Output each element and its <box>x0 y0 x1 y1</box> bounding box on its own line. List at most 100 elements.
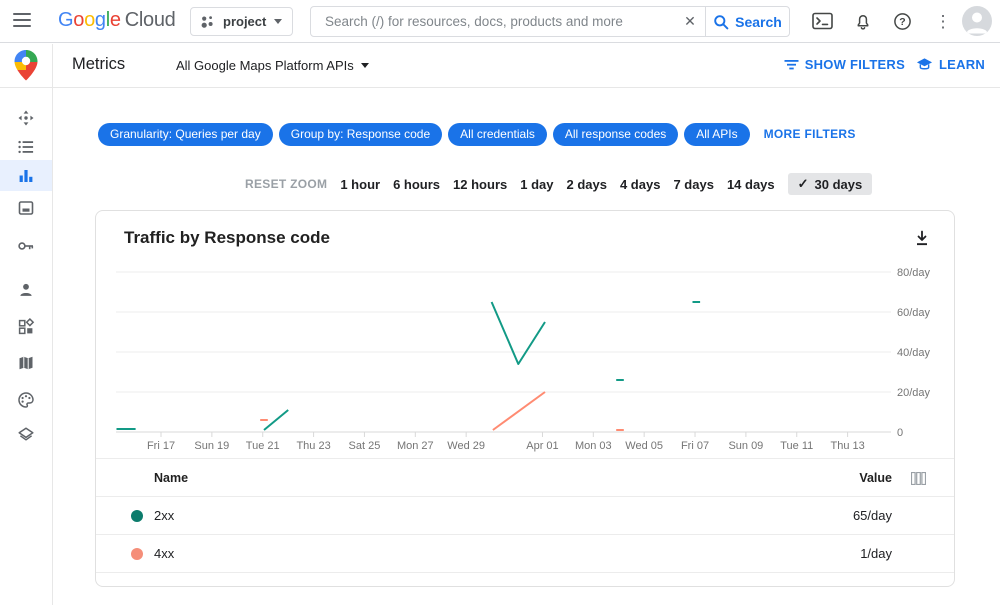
show-filters-label: SHOW FILTERS <box>804 57 905 72</box>
sidebar-item-metrics[interactable] <box>14 164 38 188</box>
sidebar-item-widgets[interactable] <box>14 315 38 339</box>
filter-chip[interactable]: Granularity: Queries per day <box>98 122 273 146</box>
series-value: 1/day <box>860 546 892 561</box>
time-range-option[interactable]: 1 hour <box>340 176 381 192</box>
page-header: Metrics All Google Maps Platform APIs SH… <box>0 43 1000 87</box>
x-axis-label: Wed 29 <box>447 440 485 452</box>
filter-chip[interactable]: All credentials <box>448 122 547 146</box>
download-chart-icon[interactable] <box>914 230 932 248</box>
time-range-option[interactable]: 14 days <box>726 176 775 192</box>
table-row[interactable]: 2xx 65/day <box>96 497 954 535</box>
search-icon <box>714 14 729 29</box>
person-icon <box>20 283 32 296</box>
api-scope-label: All Google Maps Platform APIs <box>176 58 354 73</box>
learn-label: LEARN <box>938 57 985 72</box>
x-axis-label: Tue 11 <box>780 440 813 452</box>
chart-title: Traffic by Response code <box>124 228 330 247</box>
clear-search-icon[interactable]: ✕ <box>684 13 696 29</box>
google-logo-brand: Google <box>58 9 121 31</box>
filter-chip[interactable]: Group by: Response code <box>278 122 443 146</box>
x-axis-label: Wed 05 <box>625 440 663 452</box>
y-axis-label: 20/day <box>897 387 931 399</box>
chevron-down-icon <box>360 63 369 68</box>
more-filters-button[interactable]: MORE FILTERS <box>763 127 856 141</box>
time-range-option[interactable]: 4 days <box>619 176 661 192</box>
series-line-4xx <box>492 391 546 431</box>
reset-zoom-button[interactable]: RESET ZOOM <box>245 177 328 191</box>
time-range-option[interactable]: 1 day <box>520 176 554 192</box>
chevron-down-icon <box>274 19 283 24</box>
logo-cloud-text: Cloud <box>124 9 176 31</box>
series-color-dot <box>131 510 143 522</box>
y-axis-label: 80/day <box>897 267 931 279</box>
time-range-option[interactable]: 7 days <box>673 176 714 192</box>
series-line-2xx <box>490 301 546 365</box>
layers-icon <box>18 427 34 441</box>
learn-button[interactable]: LEARN <box>916 57 985 72</box>
series-color-dot <box>131 548 143 560</box>
api-list-icon <box>18 140 34 154</box>
traffic-chart-card: 80/day 60/day 40/day 20/day 0 Fri 17 Sun 19 Tue… <box>95 210 955 587</box>
filter-chip[interactable]: All response codes <box>552 122 679 146</box>
x-axis-label: Thu 23 <box>296 440 330 452</box>
widgets-icon <box>18 318 35 335</box>
check-icon: ✓ <box>797 176 809 191</box>
maps-platform-logo-icon <box>14 50 38 81</box>
project-icon <box>201 15 213 28</box>
map-icon <box>19 356 33 370</box>
overview-icon <box>18 110 34 126</box>
sidebar-item-apis[interactable] <box>14 135 38 159</box>
global-search-bar: ✕ Search <box>310 6 790 37</box>
x-axis-label: Sun 09 <box>728 440 763 452</box>
menu-icon[interactable] <box>13 13 33 29</box>
time-range-selector: RESET ZOOM 1 hour 6 hours 12 hours 1 day 2 d… <box>245 171 873 197</box>
search-input[interactable] <box>311 14 675 29</box>
project-selector[interactable]: project <box>190 7 294 36</box>
x-axis-label: Mon 03 <box>575 440 612 452</box>
table-row[interactable]: 4xx 1/day <box>96 535 954 573</box>
filter-chips-row: Granularity: Queries per day Group by: Re… <box>98 122 856 146</box>
time-range-option[interactable]: 12 hours <box>453 176 508 192</box>
x-axis-label: Apr 01 <box>526 440 558 452</box>
metrics-chart-icon <box>19 170 33 182</box>
time-range-option[interactable]: 6 hours <box>393 176 441 192</box>
project-selector-label: project <box>223 14 267 29</box>
account-avatar[interactable] <box>962 6 992 36</box>
x-axis-label: Tue 21 <box>246 440 280 452</box>
time-range-option[interactable]: ✓ 30 days <box>787 173 873 195</box>
sidebar-divider <box>52 44 53 605</box>
filter-icon <box>784 60 799 70</box>
more-options-icon[interactable]: ⋮ <box>934 11 952 31</box>
time-range-option[interactable]: 2 days <box>566 176 607 192</box>
sidebar-item-support[interactable] <box>14 278 38 302</box>
api-scope-selector[interactable]: All Google Maps Platform APIs <box>176 58 369 73</box>
help-icon[interactable]: ? <box>891 10 913 32</box>
quotas-icon <box>18 201 34 215</box>
key-icon <box>18 242 34 250</box>
series-name: 4xx <box>154 546 175 561</box>
series-table: Name Value 2xx 65/day 4xx 1/day <box>96 458 954 573</box>
sidebar-item-datasets[interactable] <box>14 423 38 447</box>
page-title: Metrics <box>72 55 126 73</box>
sidebar-item-quotas[interactable] <box>14 196 38 220</box>
graduation-cap-icon <box>916 58 933 70</box>
sidebar-item-map-styles[interactable] <box>14 388 38 412</box>
search-button-label: Search <box>735 13 782 30</box>
cloud-shell-icon[interactable] <box>811 10 833 32</box>
notifications-bell-icon[interactable] <box>852 10 874 32</box>
value-column-header: Value <box>859 471 892 485</box>
show-filters-button[interactable]: SHOW FILTERS <box>784 57 905 72</box>
table-header-row: Name Value <box>96 458 954 497</box>
palette-icon <box>18 392 34 408</box>
google-cloud-logo[interactable]: Google Cloud <box>58 9 176 32</box>
column-settings-icon[interactable] <box>910 471 927 490</box>
series-name: 2xx <box>154 508 175 523</box>
sidebar-item-overview[interactable] <box>14 106 38 130</box>
sidebar-item-credentials[interactable] <box>14 234 38 258</box>
traffic-line-chart[interactable]: 80/day 60/day 40/day 20/day 0 Fri 17 Sun 19 Tue… <box>96 211 956 457</box>
header-divider <box>0 87 1000 88</box>
sidebar-item-map-management[interactable] <box>14 351 38 375</box>
search-button[interactable]: Search <box>705 7 789 36</box>
filter-chip[interactable]: All APIs <box>684 122 750 146</box>
